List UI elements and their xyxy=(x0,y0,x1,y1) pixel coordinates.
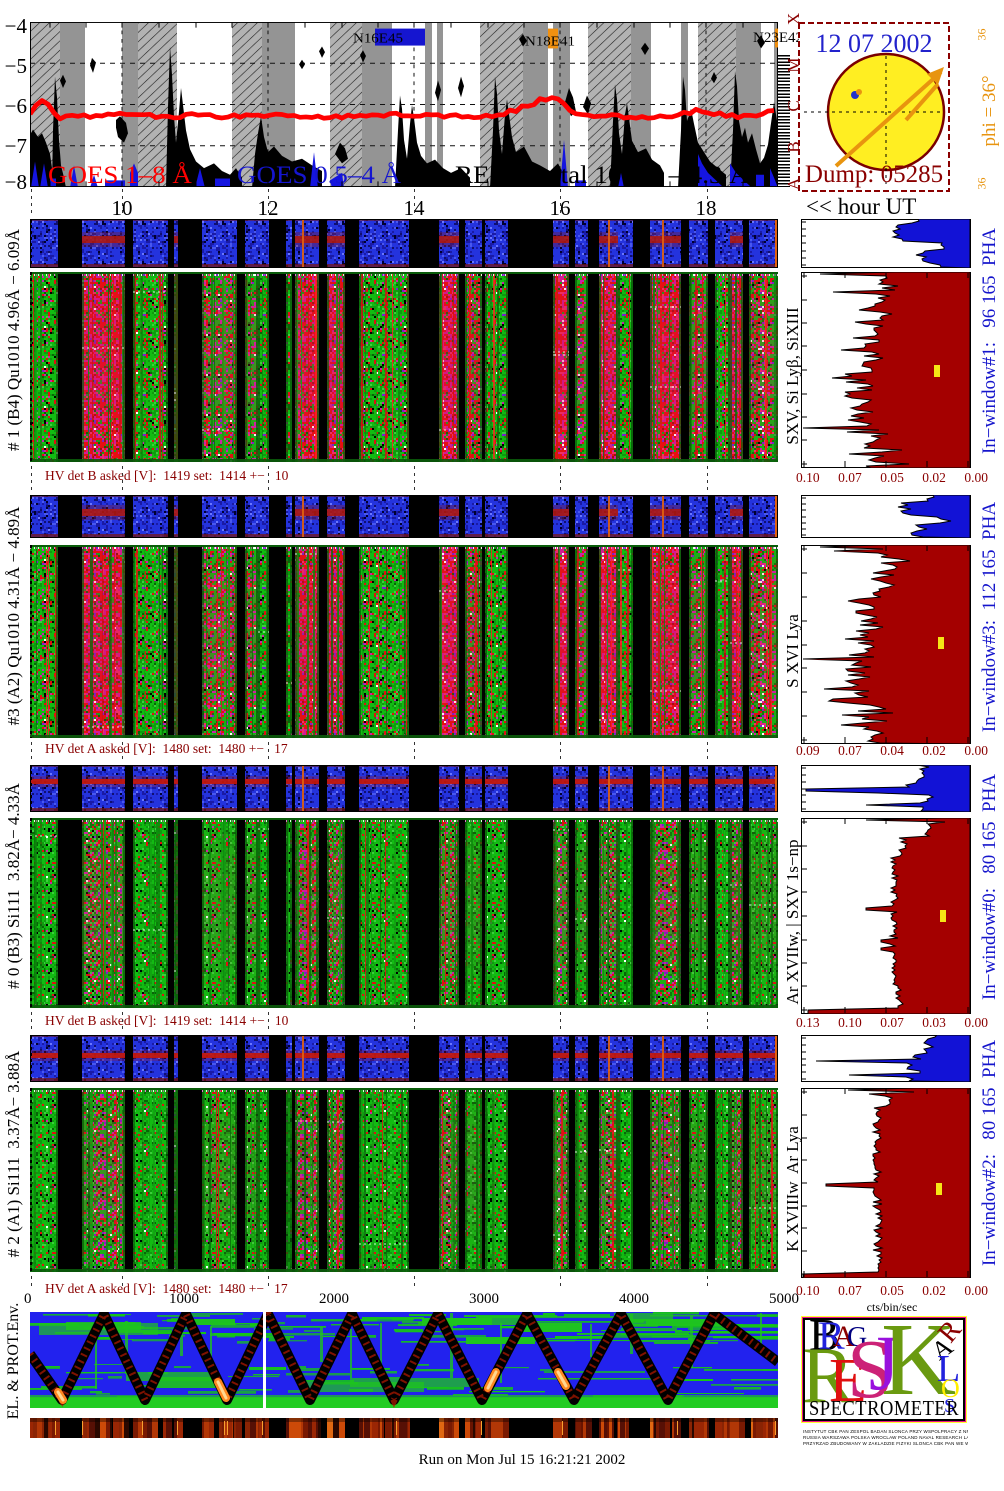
svg-text:N18E41: N18E41 xyxy=(525,34,575,50)
svg-text:RESIK total 10 3.8 – 4.3 Å: RESIK total 10 3.8 – 4.3 Å xyxy=(455,161,749,187)
svg-text:GOES 0.5–4 Å: GOES 0.5–4 Å xyxy=(237,161,401,187)
svg-text:12 07 2002: 12 07 2002 xyxy=(816,29,933,58)
svg-text:N16E45: N16E45 xyxy=(353,31,403,47)
svg-text:Dump: 05285: Dump: 05285 xyxy=(805,161,943,188)
svg-text:GOES 1–8 Å: GOES 1–8 Å xyxy=(48,161,192,187)
